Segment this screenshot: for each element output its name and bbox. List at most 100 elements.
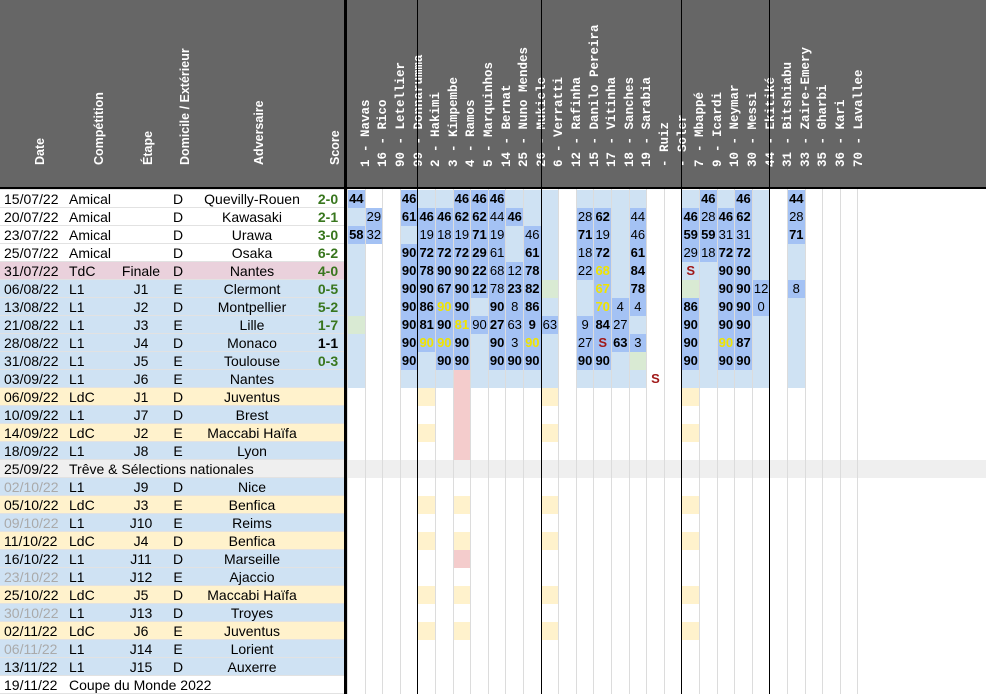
minutes-cell: 4 — [629, 298, 647, 316]
match-opponent: Lille — [239, 317, 265, 333]
match-competition: LdC — [69, 497, 95, 513]
match-score — [312, 568, 344, 586]
minutes-cell: 90 — [735, 352, 752, 370]
match-opponent: Maccabi Haïfa — [207, 587, 297, 603]
table-row: 03/09/22 L1 J6 E Nantes S — [0, 370, 986, 388]
minutes-cell: 90 — [488, 298, 506, 316]
grid-line — [0, 243, 344, 244]
player-header-bg — [344, 0, 986, 187]
minutes-cell: 90 — [453, 280, 471, 298]
match-opponent: Nantes — [229, 371, 275, 387]
minutes-cell: 90 — [717, 262, 735, 280]
player-header-cell: 3 - Kimpembe — [438, 0, 461, 187]
minutes-cell: 46 — [436, 208, 453, 226]
minutes-cell: 86 — [682, 298, 699, 316]
minutes-cell — [700, 280, 717, 298]
group-separator — [681, 0, 683, 694]
minutes-cell: 78 — [488, 280, 506, 298]
match-stage: J12 — [129, 569, 153, 585]
match-score — [312, 640, 344, 658]
match-date: 23/10/22 — [4, 569, 59, 585]
grid-line — [751, 187, 753, 694]
match-score — [312, 406, 344, 424]
minutes-cell: 22 — [471, 262, 488, 280]
player-header-cell: 33 - Zaire-Emery — [790, 0, 813, 187]
match-date: 25/09/22 — [4, 461, 59, 477]
player-header-cell: 90 - Letellier — [385, 0, 408, 187]
table-row: 16/10/22 L1 J11 D Marseille — [0, 550, 986, 568]
minutes-cell — [506, 370, 523, 388]
match-date: 14/09/22 — [4, 425, 59, 441]
match-date: 31/07/22 — [4, 263, 59, 279]
minutes-cell: 87 — [735, 334, 752, 352]
match-venue: D — [172, 191, 184, 207]
match-opponent: Reims — [232, 515, 272, 531]
minutes-cell — [788, 352, 805, 370]
minutes-cell: 59 — [700, 226, 717, 244]
row-bg — [0, 244, 344, 262]
status-cell — [453, 406, 471, 424]
header-opponent-cell: Adversaire — [192, 0, 312, 187]
header-divider — [0, 187, 986, 189]
table-row: 30/10/22 L1 J13 D Troyes — [0, 604, 986, 622]
grid-line — [452, 187, 454, 694]
minutes-cell: 4 — [612, 298, 629, 316]
minutes-cell: 29 — [365, 208, 383, 226]
minutes-cell — [735, 370, 752, 388]
row-bg — [0, 280, 344, 298]
row-bg — [0, 298, 344, 316]
grid-line — [716, 187, 718, 694]
match-competition: Amical — [69, 227, 112, 243]
minutes-cell: 72 — [717, 244, 735, 262]
match-date: 25/10/22 — [4, 587, 59, 603]
match-opponent: Lorient — [230, 641, 274, 657]
match-opponent: Benfica — [228, 497, 276, 513]
grid-line — [0, 189, 344, 190]
header-venue: Domicile / Extérieur — [178, 48, 192, 165]
table-row: 02/10/22 L1 J9 D Nice — [0, 478, 986, 496]
minutes-cell: 70 — [594, 298, 611, 316]
minutes-cell: 31 — [717, 226, 735, 244]
grid-line — [435, 187, 436, 694]
minutes-cell — [348, 244, 365, 262]
status-cell — [541, 622, 559, 640]
minutes-cell — [436, 190, 453, 208]
match-score: 6-2 — [317, 245, 339, 261]
match-competition: Coupe du Monde 2022 — [69, 677, 212, 693]
minutes-cell: 90 — [506, 352, 523, 370]
minutes-cell: 90 — [524, 352, 541, 370]
minutes-cell — [348, 370, 365, 388]
minutes-cell: 90 — [436, 352, 453, 370]
grid-line — [505, 187, 507, 694]
player-header-cell: 70 - Lavallee — [843, 0, 866, 187]
match-date: 02/10/22 — [4, 479, 59, 495]
match-score — [312, 658, 344, 676]
minutes-cell: 90 — [436, 298, 453, 316]
table-row: 06/11/22 L1 J14 E Lorient — [0, 640, 986, 658]
match-stage — [118, 226, 164, 244]
row-bg — [0, 640, 344, 658]
minutes-cell: 81 — [453, 316, 471, 334]
minutes-cell: 90 — [717, 352, 735, 370]
minutes-cell — [576, 280, 594, 298]
minutes-cell: 44 — [788, 190, 805, 208]
minutes-cell: 29 — [682, 244, 699, 262]
minutes-cell — [400, 370, 418, 388]
match-venue: D — [172, 299, 184, 315]
minutes-cell — [418, 190, 435, 208]
match-venue: D — [172, 479, 184, 495]
match-opponent: Quevilly-Rouen — [204, 191, 300, 207]
match-score: 0-5 — [317, 281, 339, 297]
minutes-cell — [576, 370, 594, 388]
minutes-cell: 46 — [629, 226, 647, 244]
match-score: 4-0 — [317, 263, 339, 279]
match-stage: J11 — [130, 551, 152, 567]
minutes-cell — [506, 226, 523, 244]
grid-line — [0, 351, 344, 352]
match-competition: Amical — [69, 245, 112, 261]
minutes-cell: 62 — [735, 208, 752, 226]
match-competition: L1 — [69, 479, 85, 495]
table-row: 05/10/22 LdC J3 E Benfica — [0, 496, 986, 514]
match-competition: LdC — [69, 389, 95, 405]
match-competition: LdC — [69, 623, 95, 639]
